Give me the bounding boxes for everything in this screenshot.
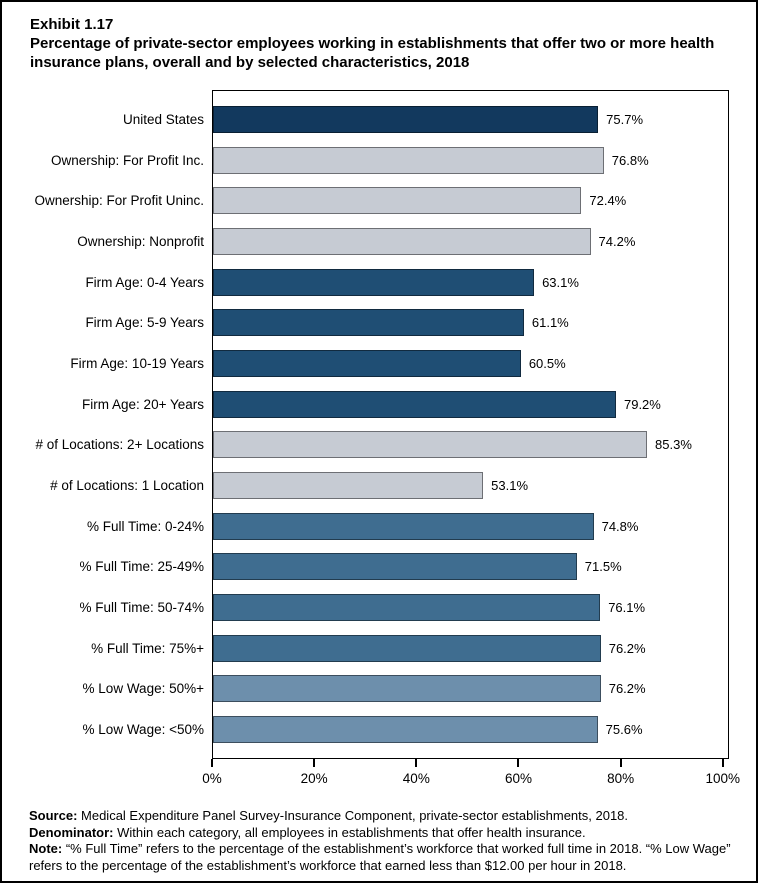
bar-row: Firm Age: 20+ Years 79.2% bbox=[82, 384, 728, 425]
bar bbox=[213, 512, 594, 540]
category-label: % Full Time: 50-74% bbox=[79, 600, 204, 616]
x-axis-tick-label: 100% bbox=[705, 771, 741, 786]
x-axis-tick-label: 20% bbox=[300, 771, 328, 786]
value-label: 72.4% bbox=[589, 193, 627, 209]
value-label: 76.2% bbox=[608, 681, 646, 697]
value-label: 61.1% bbox=[531, 315, 569, 331]
category-label: # of Locations: 1 Location bbox=[50, 478, 204, 494]
bar bbox=[213, 105, 599, 133]
bar-row: % Full Time: 75%+ 76.2% bbox=[91, 628, 728, 669]
bar-chart-plot-area: United States 75.7% Ownership: For Profit … bbox=[34, 90, 729, 759]
bar-row: Ownership: For Profit Uninc. 72.4% bbox=[34, 180, 728, 221]
footnote-denominator: Denominator: Within each category, all e… bbox=[29, 825, 739, 842]
category-label: % Full Time: 0-24% bbox=[86, 518, 204, 534]
x-axis-tick-mark bbox=[313, 759, 316, 767]
value-label: 85.3% bbox=[655, 437, 692, 453]
bar bbox=[213, 472, 484, 500]
footnote-source: Source: Medical Expenditure Panel Survey… bbox=[29, 808, 739, 825]
category-label: % Full Time: 25-49% bbox=[79, 559, 204, 575]
category-label: # of Locations: 2+ Locations bbox=[35, 437, 205, 453]
value-label: 79.2% bbox=[623, 396, 661, 412]
bar bbox=[213, 553, 577, 581]
bar-row: Ownership: For Profit Inc. 76.8% bbox=[51, 140, 728, 181]
bar-row: # of Locations: 1 Location 53.1% bbox=[50, 465, 728, 506]
bar-row: Firm Age: 0-4 Years 63.1% bbox=[85, 262, 728, 303]
footnote-note-text: “% Full Time” refers to the percentage o… bbox=[29, 841, 731, 873]
bar-row: % Low Wage: <50% 75.6% bbox=[83, 709, 728, 750]
x-axis-tick-mark bbox=[619, 759, 622, 767]
x-axis-tick-mark bbox=[517, 759, 520, 767]
category-label: % Full Time: 75%+ bbox=[91, 640, 204, 656]
bar bbox=[213, 268, 535, 296]
category-label: Firm Age: 10-19 Years bbox=[70, 355, 204, 371]
value-label: 74.8% bbox=[601, 518, 639, 534]
bar-row: Firm Age: 10-19 Years 60.5% bbox=[70, 343, 728, 384]
x-axis-tick-label: 0% bbox=[202, 771, 222, 786]
footnotes: Source: Medical Expenditure Panel Survey… bbox=[29, 808, 739, 874]
category-label: % Low Wage: 50%+ bbox=[82, 681, 204, 697]
category-label: Ownership: For Profit Uninc. bbox=[34, 193, 204, 209]
value-label: 71.5% bbox=[584, 559, 622, 575]
x-axis-tick-label: 40% bbox=[402, 771, 430, 786]
bar bbox=[213, 146, 604, 174]
x-axis-tick-mark bbox=[415, 759, 418, 767]
bar bbox=[213, 349, 521, 377]
bar bbox=[213, 634, 601, 662]
category-label: Firm Age: 0-4 Years bbox=[85, 274, 204, 290]
value-label: 74.2% bbox=[598, 233, 636, 249]
x-axis-tick-mark bbox=[211, 759, 213, 767]
footnote-denominator-label: Denominator: bbox=[29, 824, 114, 840]
footnote-note-label: Note: bbox=[29, 841, 63, 856]
footnote-source-label: Source: bbox=[29, 808, 78, 823]
bar bbox=[213, 431, 648, 459]
value-label: 53.1% bbox=[491, 478, 529, 494]
bar bbox=[213, 227, 591, 255]
bar-row: % Full Time: 50-74% 76.1% bbox=[79, 587, 728, 628]
category-label: Ownership: Nonprofit bbox=[77, 233, 204, 249]
bar-row: Firm Age: 5-9 Years 61.1% bbox=[85, 302, 728, 343]
bar bbox=[213, 390, 616, 418]
bar-row: % Full Time: 0-24% 74.8% bbox=[87, 506, 728, 547]
category-label: % Low Wage: <50% bbox=[82, 722, 204, 738]
value-label: 76.2% bbox=[608, 640, 646, 656]
x-axis-tick-label: 60% bbox=[504, 771, 532, 786]
bar-row: # of Locations: 2+ Locations 85.3% bbox=[36, 425, 728, 466]
bar-row: Ownership: Nonprofit 74.2% bbox=[77, 221, 728, 262]
value-label: 76.1% bbox=[608, 600, 646, 616]
category-label: Ownership: For Profit Inc. bbox=[50, 152, 204, 168]
exhibit-number: Exhibit 1.17 bbox=[30, 16, 114, 33]
category-label: Firm Age: 5-9 Years bbox=[85, 315, 204, 331]
bar bbox=[213, 716, 598, 744]
category-label: United States bbox=[122, 111, 204, 127]
value-label: 76.8% bbox=[611, 152, 649, 168]
bar bbox=[213, 187, 582, 215]
bar-row: % Full Time: 25-49% 71.5% bbox=[79, 547, 728, 588]
x-axis: 0% 20% 40% 60% 80% 100% bbox=[202, 759, 740, 801]
bar bbox=[213, 675, 601, 703]
footnote-note: Note: “% Full Time” refers to the percen… bbox=[29, 841, 739, 874]
bar bbox=[213, 309, 524, 337]
value-label: 60.5% bbox=[528, 355, 566, 371]
bar-row: United States 75.7% bbox=[123, 99, 728, 140]
category-label: Firm Age: 20+ Years bbox=[82, 396, 204, 412]
chart-title: Percentage of private-sector employees w… bbox=[30, 35, 715, 71]
x-axis-tick-mark bbox=[721, 759, 724, 767]
bar-row: % Low Wage: 50%+ 76.2% bbox=[83, 669, 728, 710]
title-block: Exhibit 1.17 Percentage of private-secto… bbox=[30, 15, 738, 72]
footnote-denominator-text: Within each category, all employees in e… bbox=[113, 824, 586, 840]
x-axis-tick-label: 80% bbox=[607, 771, 635, 786]
value-label: 75.6% bbox=[605, 722, 643, 738]
value-label: 63.1% bbox=[542, 274, 579, 290]
bar bbox=[213, 594, 601, 622]
value-label: 75.7% bbox=[606, 111, 644, 127]
footnote-source-text: Medical Expenditure Panel Survey-Insuran… bbox=[77, 808, 629, 823]
bar-rows-container: United States 75.7% Ownership: For Profit … bbox=[34, 91, 728, 758]
